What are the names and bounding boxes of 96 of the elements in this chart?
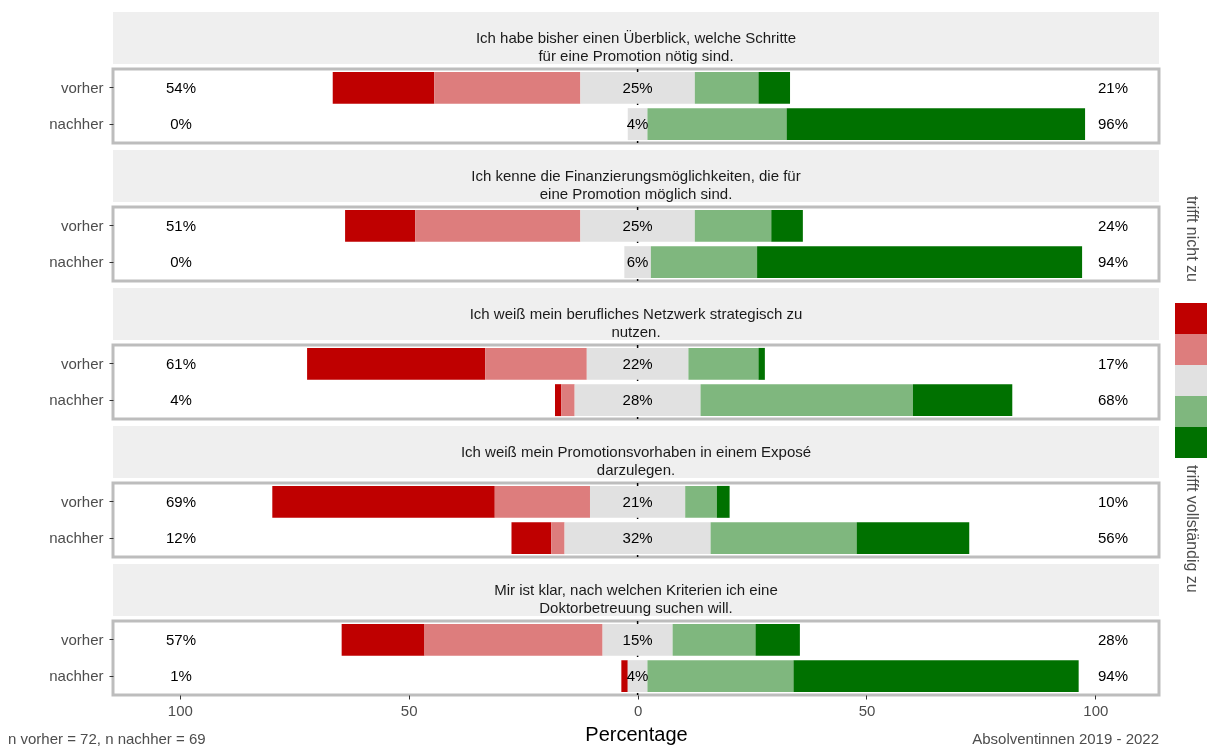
y-tick-label: nachher	[49, 253, 104, 271]
bar	[700, 384, 913, 417]
bar	[688, 347, 759, 380]
bar	[554, 384, 562, 417]
data-label: 4%	[626, 115, 649, 133]
y-tick-label: vorher	[60, 78, 104, 96]
y-tick-label: nachher	[49, 115, 104, 133]
bar	[757, 246, 1083, 279]
y-tick-label: nachher	[49, 391, 104, 409]
x-tick-label: 0	[633, 701, 643, 719]
annotation: 24%	[1097, 216, 1129, 234]
bar	[564, 522, 711, 555]
text: n vorher = 72, n nachher = 69	[8, 730, 206, 747]
chart-title: Ich weiß mein Promotionsvorhaben in einem Exposé darzulegen.	[460, 443, 812, 478]
bar	[856, 522, 970, 555]
annotation: 28%	[1097, 630, 1129, 648]
annotation: 51%	[165, 216, 197, 234]
data-label: 25%	[622, 78, 653, 96]
bar	[694, 209, 772, 242]
annotation: 1%	[170, 667, 192, 685]
annotation: 4%	[170, 391, 192, 409]
chart-title: Ich weiß mein berufliches Netzwerk strategisch zu nutzen.	[469, 305, 803, 340]
bar	[755, 623, 800, 656]
data-label: 22%	[622, 354, 653, 372]
bar	[647, 108, 787, 141]
bar	[332, 71, 435, 104]
x-tick-label: 100	[1083, 701, 1109, 719]
x-tick-label: 50	[400, 701, 418, 719]
chart-title: Mir ist klar, nach welchen Kriterien ich eine Doktorbetreuung suchen will.	[494, 581, 778, 616]
text: Absolventinnen 2019 - 2022	[972, 730, 1159, 747]
bar	[710, 522, 857, 555]
bar	[345, 209, 416, 242]
bar	[586, 347, 689, 380]
annotation: 56%	[1097, 529, 1129, 547]
bar	[341, 623, 425, 656]
annotation: 17%	[1097, 354, 1129, 372]
data-label: 25%	[622, 216, 653, 234]
bar	[272, 485, 495, 518]
annotation: 69%	[165, 492, 197, 510]
bar	[793, 660, 1079, 693]
bar	[580, 209, 695, 242]
y-tick-label: vorher	[60, 630, 104, 648]
bar	[758, 347, 765, 380]
x-axis-title: Percentage	[585, 722, 688, 745]
y-tick-label: vorher	[60, 492, 104, 510]
bar	[650, 246, 758, 279]
bar	[621, 660, 628, 693]
bar	[574, 384, 701, 417]
bar	[561, 384, 575, 417]
annotation: 10%	[1097, 492, 1129, 510]
bar	[602, 623, 673, 656]
bar	[716, 485, 730, 518]
annotation: 68%	[1097, 391, 1129, 409]
x-tick-label: 100	[167, 701, 193, 719]
y-tick-label: nachher	[49, 667, 104, 685]
annotation: 54%	[165, 78, 197, 96]
text: trifft nicht zu	[1183, 196, 1201, 282]
bar	[580, 71, 695, 104]
bar	[589, 485, 686, 518]
annotation: 57%	[165, 630, 197, 648]
data-label: 15%	[622, 630, 653, 648]
y-tick-label: vorher	[60, 354, 104, 372]
annotation: 0%	[170, 115, 192, 133]
bar	[511, 522, 552, 555]
x-tick-label: 50	[858, 701, 876, 719]
bar	[551, 522, 565, 555]
bar	[307, 347, 486, 380]
y-tick-label: nachher	[49, 529, 104, 547]
data-label: 28%	[622, 391, 653, 409]
bar	[758, 71, 791, 104]
annotation: 96%	[1097, 115, 1129, 133]
bar	[672, 623, 756, 656]
y-tick-label: vorher	[60, 216, 104, 234]
bar	[415, 209, 581, 242]
bar	[647, 660, 794, 693]
annotation: 0%	[170, 253, 192, 271]
bar	[434, 71, 581, 104]
bar	[912, 384, 1013, 417]
chart-title: Ich habe bisher einen Überblick, welche Schritte für eine Promotion nötig sind.	[475, 29, 797, 64]
data-label: 32%	[622, 529, 653, 547]
bar	[424, 623, 603, 656]
bar	[786, 108, 1086, 141]
annotation: 94%	[1097, 253, 1129, 271]
chart-title: Ich kenne die Finanzierungsmöglichkeiten, die für eine Promotion möglich sind.	[471, 167, 801, 202]
bar	[694, 71, 759, 104]
bar	[494, 485, 590, 518]
annotation: 12%	[165, 529, 197, 547]
text: trifft vollständig zu	[1183, 465, 1201, 593]
annotation: 21%	[1097, 78, 1129, 96]
annotation: 94%	[1097, 667, 1129, 685]
bar	[685, 485, 717, 518]
annotation: 61%	[165, 354, 197, 372]
data-label: 6%	[626, 253, 649, 271]
bar	[485, 347, 587, 380]
data-label: 21%	[622, 492, 653, 510]
bar	[771, 209, 803, 242]
